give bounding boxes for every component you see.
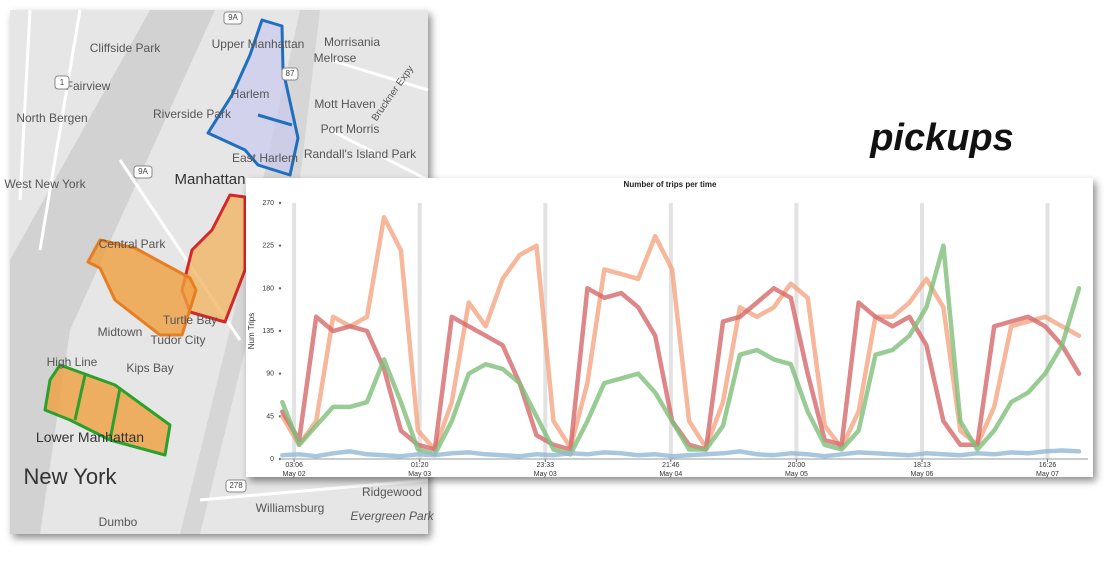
y-tick-label: 225 (262, 243, 274, 250)
map-label: Turtle Bay (163, 313, 217, 327)
chart-title: Number of trips per time (624, 180, 717, 189)
map-label: Randall's Island Park (304, 147, 417, 161)
shield (225, 479, 247, 493)
shield (281, 67, 299, 81)
y-tick-label: 270 (262, 200, 274, 207)
map-label: Ridgewood (362, 485, 422, 499)
map-label: Riverside Park (153, 107, 232, 121)
page-title: pickups (869, 117, 1014, 159)
y-tick-label: 0 (270, 456, 274, 463)
map-label: Williamsburg (256, 501, 325, 515)
map-label: Cliffside Park (90, 41, 161, 55)
x-tick-date: May 06 (911, 471, 934, 478)
map-label: Port Morris (321, 122, 380, 136)
shield (54, 75, 70, 90)
y-tick-label: 180 (262, 285, 274, 292)
shield (133, 165, 153, 179)
map-shields: 9A 1 9A 278 87 (54, 11, 299, 493)
y-tick (278, 244, 282, 247)
x-tick-date: May 05 (785, 471, 808, 478)
y-tick-label: 135 (262, 328, 274, 335)
x-tick-label: 18:13 (913, 462, 931, 469)
map-label: East Harlem (232, 151, 298, 165)
x-tick-date: May 03 (534, 471, 557, 478)
x-tick-date: May 07 (1036, 471, 1059, 478)
zones (43, 18, 300, 457)
y-axis-label: Num Trips (247, 313, 256, 349)
series-line (280, 243, 1082, 457)
map-label: Dumbo (99, 515, 138, 529)
y-tick (278, 372, 282, 375)
zone-border (73, 374, 87, 421)
y-tick (278, 201, 282, 205)
x-tick-label: 21:46 (662, 462, 680, 469)
x-tick-label: 03:06 (285, 462, 303, 469)
x-tick-date: May 02 (283, 471, 306, 478)
y-tick-label: 90 (266, 371, 274, 378)
map-label: Midtown (98, 325, 143, 339)
series-line (280, 214, 1082, 452)
y-tick (278, 287, 282, 290)
map-label: West New York (4, 177, 86, 191)
map-label: Harlem (231, 87, 270, 101)
map-label: Lower Manhattan (36, 429, 144, 445)
x-tick-date: May 04 (659, 471, 682, 478)
map-label: Mott Haven (314, 97, 375, 111)
shield-label: 1 (60, 78, 65, 87)
map-label: Kips Bay (126, 361, 173, 375)
shield (223, 11, 243, 25)
shield-label: 87 (286, 69, 295, 78)
shield-label: 278 (229, 481, 243, 490)
x-tick-date: May 03 (408, 471, 431, 478)
map-label: Central Park (99, 237, 167, 251)
x-tick-label: 20:00 (788, 462, 806, 469)
x-tick-label: 16:26 (1039, 462, 1057, 469)
shield-label: 9A (228, 13, 238, 22)
x-tick-label: 23:33 (537, 462, 555, 469)
chart: Number of trips per time Num Trips 0 45 90… (246, 178, 1093, 478)
zone (86, 238, 198, 337)
zone-border (257, 113, 293, 127)
map-label: High Line (47, 355, 98, 369)
map-label: Upper Manhattan (212, 37, 305, 51)
x-tick-label: 01:20 (411, 462, 429, 469)
map-label: North Bergen (16, 111, 87, 125)
shield-label: 9A (138, 167, 148, 176)
y-tick (278, 329, 282, 333)
map-label: Fairview (66, 79, 111, 93)
map-label: New York (24, 464, 118, 489)
map-label: Manhattan (175, 171, 246, 188)
map-label: Morrisania (324, 35, 380, 49)
map-label: Evergreen Park (350, 509, 434, 523)
zone (206, 18, 300, 177)
series-line (280, 448, 1082, 459)
y-tick-label: 45 (266, 413, 274, 420)
map-label: Tudor City (151, 333, 206, 347)
map-label: Melrose (314, 51, 357, 65)
river (10, 10, 215, 534)
zone-border (108, 387, 122, 441)
